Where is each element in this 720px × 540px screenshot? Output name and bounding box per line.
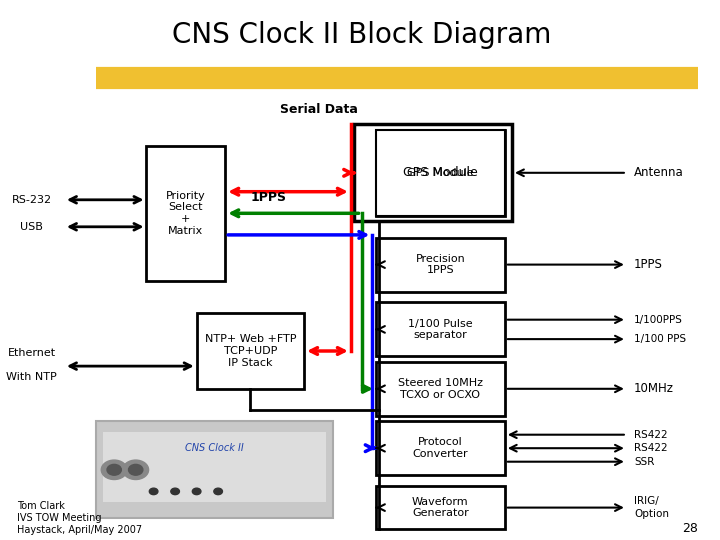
Text: RS-232: RS-232 <box>12 195 52 205</box>
Text: 1PPS: 1PPS <box>251 191 287 204</box>
Text: CNS Clock II: CNS Clock II <box>185 443 244 454</box>
Bar <box>376 486 505 529</box>
Text: Ethernet: Ethernet <box>8 348 55 357</box>
Text: USB: USB <box>20 222 43 232</box>
Text: 1/100 Pulse
separator: 1/100 Pulse separator <box>408 319 473 340</box>
Bar <box>146 146 225 281</box>
Text: 10MHz: 10MHz <box>634 382 674 395</box>
Text: NTP+ Web +FTP
TCP+UDP
IP Stack: NTP+ Web +FTP TCP+UDP IP Stack <box>204 334 296 368</box>
Bar <box>376 362 505 416</box>
Bar <box>376 421 505 475</box>
Text: Tom Clark
IVS TOW Meeting
Haystack, April/May 2007: Tom Clark IVS TOW Meeting Haystack, Apri… <box>17 502 143 535</box>
Text: Protocol
Converter: Protocol Converter <box>413 437 468 459</box>
Text: GPS Module: GPS Module <box>407 168 474 178</box>
Text: 1/100PPS: 1/100PPS <box>634 315 683 325</box>
Text: SSR: SSR <box>634 457 654 467</box>
Text: RS422: RS422 <box>634 443 667 453</box>
Text: Waveform
Generator: Waveform Generator <box>412 497 469 518</box>
Bar <box>104 432 325 502</box>
Circle shape <box>214 488 222 495</box>
Bar <box>376 130 505 216</box>
Text: Antenna: Antenna <box>634 166 684 179</box>
Bar <box>197 313 304 389</box>
Text: 1/100 PPS: 1/100 PPS <box>634 334 686 344</box>
Bar <box>376 302 505 356</box>
Bar <box>376 130 505 216</box>
Circle shape <box>192 488 201 495</box>
Bar <box>96 421 333 518</box>
Text: CNS Clock II Block Diagram: CNS Clock II Block Diagram <box>172 21 552 49</box>
Bar <box>376 238 505 292</box>
Circle shape <box>171 488 179 495</box>
Text: Option: Option <box>634 509 669 519</box>
Text: Serial Data: Serial Data <box>279 103 357 116</box>
Text: RS422: RS422 <box>634 430 667 440</box>
Text: 28: 28 <box>683 522 698 535</box>
Circle shape <box>123 460 148 480</box>
Text: IRIG/: IRIG/ <box>634 496 659 506</box>
Circle shape <box>107 464 122 475</box>
Bar <box>354 124 512 221</box>
Circle shape <box>129 464 143 475</box>
Circle shape <box>149 488 158 495</box>
Text: Precision
1PPS: Precision 1PPS <box>415 254 465 275</box>
Text: 1PPS: 1PPS <box>634 258 663 271</box>
Text: GPS Module: GPS Module <box>403 166 478 179</box>
Text: With NTP: With NTP <box>6 372 57 382</box>
Text: Priority
Select
+
Matrix: Priority Select + Matrix <box>166 191 206 235</box>
Circle shape <box>102 460 127 480</box>
Text: Steered 10MHz
TCXO or OCXO: Steered 10MHz TCXO or OCXO <box>398 378 483 400</box>
